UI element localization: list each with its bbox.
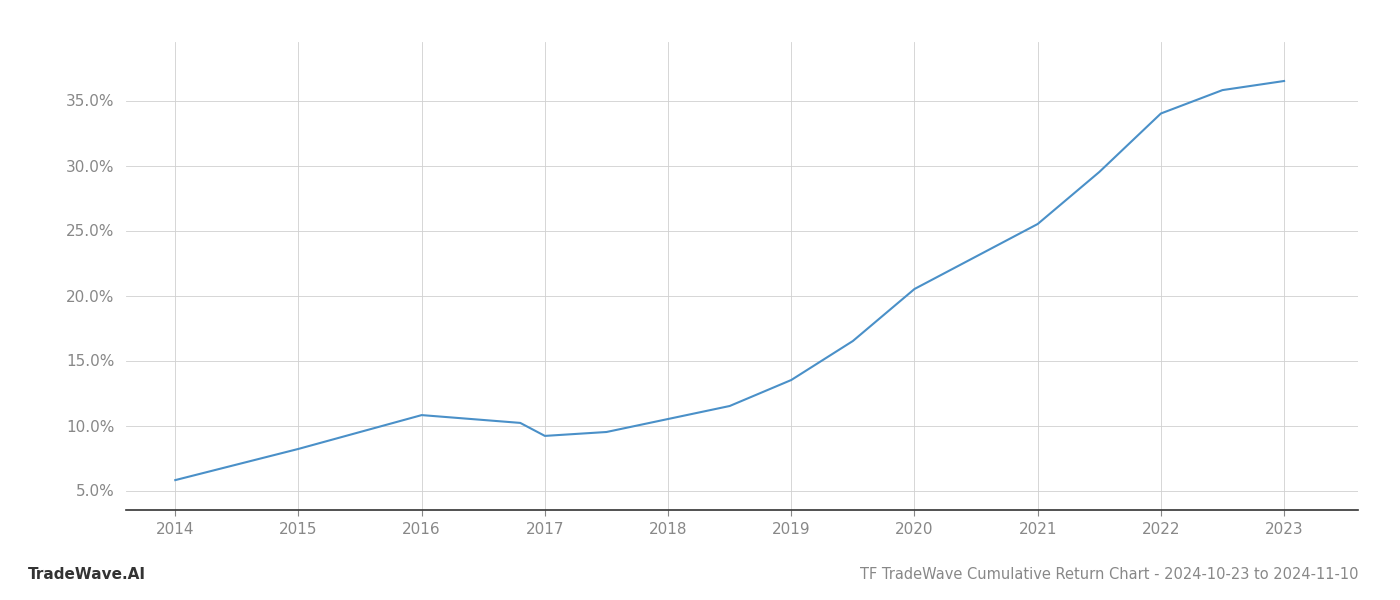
Text: TradeWave.AI: TradeWave.AI: [28, 567, 146, 582]
Text: TF TradeWave Cumulative Return Chart - 2024-10-23 to 2024-11-10: TF TradeWave Cumulative Return Chart - 2…: [860, 567, 1358, 582]
